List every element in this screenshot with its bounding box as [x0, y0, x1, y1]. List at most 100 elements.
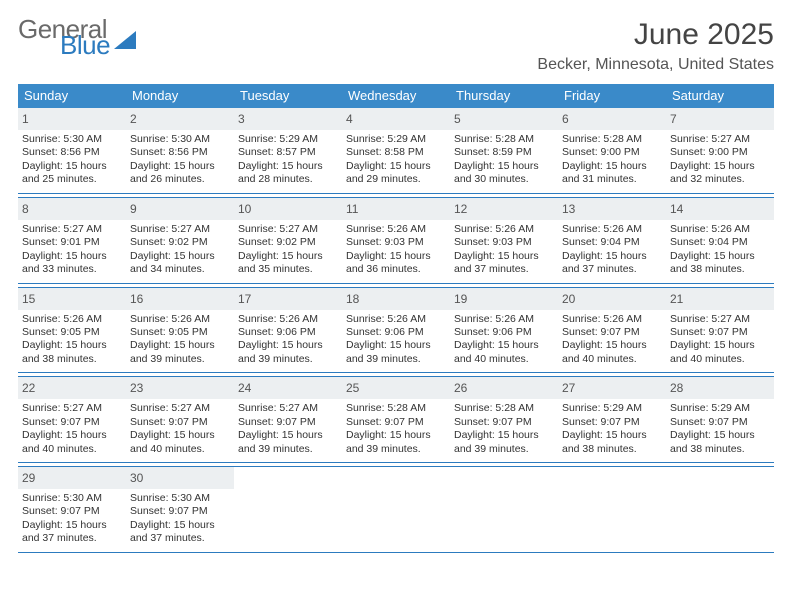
sunrise-text: Sunrise: 5:27 AM: [130, 223, 230, 236]
day-number: 19: [454, 292, 467, 306]
day-number-bar: 18: [342, 288, 450, 310]
day-info: Sunrise: 5:27 AMSunset: 9:07 PMDaylight:…: [22, 402, 122, 456]
daylight-text: Daylight: 15 hours: [454, 160, 554, 173]
day-number-bar: 20: [558, 288, 666, 310]
sunset-text: Sunset: 9:07 PM: [22, 505, 122, 518]
sunrise-text: Sunrise: 5:27 AM: [22, 223, 122, 236]
day-cell: 25 Sunrise: 5:28 AMSunset: 9:07 PMDayligh…: [342, 377, 450, 462]
day-number: 6: [562, 112, 569, 126]
sunset-text: Sunset: 9:00 PM: [562, 146, 662, 159]
day-info: Sunrise: 5:29 AMSunset: 9:07 PMDaylight:…: [670, 402, 770, 456]
sunset-text: Sunset: 9:05 PM: [22, 326, 122, 339]
daylight-text: and 28 minutes.: [238, 173, 338, 186]
daylight-text: Daylight: 15 hours: [346, 160, 446, 173]
page-title: June 2025: [537, 18, 774, 52]
sunset-text: Sunset: 9:06 PM: [238, 326, 338, 339]
daylight-text: and 39 minutes.: [238, 443, 338, 456]
sunset-text: Sunset: 9:06 PM: [346, 326, 446, 339]
day-number: 4: [346, 112, 353, 126]
day-header: Wednesday: [342, 84, 450, 108]
day-info: Sunrise: 5:30 AMSunset: 8:56 PMDaylight:…: [22, 133, 122, 187]
day-header: Friday: [558, 84, 666, 108]
day-number-bar: 28: [666, 377, 774, 399]
daylight-text: Daylight: 15 hours: [562, 339, 662, 352]
day-cell: 8Sunrise: 5:27 AMSunset: 9:01 PMDaylight…: [18, 198, 126, 283]
day-number: 26: [454, 381, 467, 395]
daylight-text: Daylight: 15 hours: [670, 339, 770, 352]
day-info: Sunrise: 5:27 AMSunset: 9:07 PMDaylight:…: [238, 402, 338, 456]
day-cell: 20 Sunrise: 5:26 AMSunset: 9:07 PMDayligh…: [558, 288, 666, 373]
day-number-bar: 26: [450, 377, 558, 399]
empty-cell: [234, 467, 342, 552]
sunset-text: Sunset: 9:07 PM: [238, 416, 338, 429]
sunrise-text: Sunrise: 5:29 AM: [346, 133, 446, 146]
daylight-text: Daylight: 15 hours: [130, 250, 230, 263]
empty-cell: [450, 467, 558, 552]
daylight-text: and 38 minutes.: [562, 443, 662, 456]
sunset-text: Sunset: 9:02 PM: [130, 236, 230, 249]
day-number: 25: [346, 381, 359, 395]
sunset-text: Sunset: 9:07 PM: [22, 416, 122, 429]
sunset-text: Sunset: 9:06 PM: [454, 326, 554, 339]
day-cell: 14Sunrise: 5:26 AMSunset: 9:04 PMDayligh…: [666, 198, 774, 283]
day-cell: 23Sunrise: 5:27 AMSunset: 9:07 PMDayligh…: [126, 377, 234, 462]
sunrise-text: Sunrise: 5:27 AM: [670, 133, 770, 146]
day-number-bar: 12: [450, 198, 558, 220]
daylight-text: Daylight: 15 hours: [130, 160, 230, 173]
sunrise-text: Sunrise: 5:30 AM: [130, 492, 230, 505]
day-cell: 26 Sunrise: 5:28 AMSunset: 9:07 PMDayligh…: [450, 377, 558, 462]
sunrise-text: Sunrise: 5:26 AM: [346, 223, 446, 236]
sunrise-text: Sunrise: 5:27 AM: [22, 402, 122, 415]
sunset-text: Sunset: 9:07 PM: [670, 416, 770, 429]
sunset-text: Sunset: 8:56 PM: [130, 146, 230, 159]
day-number: 30: [130, 471, 143, 485]
sunrise-text: Sunrise: 5:27 AM: [670, 313, 770, 326]
day-cell: 12Sunrise: 5:26 AMSunset: 9:03 PMDayligh…: [450, 198, 558, 283]
day-number-bar: 4: [342, 108, 450, 130]
day-number: 3: [238, 112, 245, 126]
daylight-text: and 26 minutes.: [130, 173, 230, 186]
day-number: 14: [670, 202, 683, 216]
day-info: Sunrise: 5:28 AMSunset: 9:07 PMDaylight:…: [346, 402, 446, 456]
daylight-text: and 37 minutes.: [562, 263, 662, 276]
sunset-text: Sunset: 9:07 PM: [562, 416, 662, 429]
brand-logo: General Blue: [18, 18, 136, 56]
week-row: 8Sunrise: 5:27 AMSunset: 9:01 PMDaylight…: [18, 197, 774, 284]
sunrise-text: Sunrise: 5:30 AM: [22, 492, 122, 505]
day-number: 15: [22, 292, 35, 306]
day-number: 23: [130, 381, 143, 395]
daylight-text: and 37 minutes.: [22, 532, 122, 545]
daylight-text: Daylight: 15 hours: [22, 429, 122, 442]
week-row: 22Sunrise: 5:27 AMSunset: 9:07 PMDayligh…: [18, 376, 774, 463]
day-number-bar: 27: [558, 377, 666, 399]
day-info: Sunrise: 5:26 AMSunset: 9:07 PMDaylight:…: [562, 313, 662, 367]
day-header-row: SundayMondayTuesdayWednesdayThursdayFrid…: [18, 84, 774, 108]
day-number: 22: [22, 381, 35, 395]
sunrise-text: Sunrise: 5:30 AM: [130, 133, 230, 146]
day-info: Sunrise: 5:26 AMSunset: 9:04 PMDaylight:…: [562, 223, 662, 277]
day-info: Sunrise: 5:29 AMSunset: 8:58 PMDaylight:…: [346, 133, 446, 187]
sunrise-text: Sunrise: 5:29 AM: [562, 402, 662, 415]
day-number: 21: [670, 292, 683, 306]
day-number-bar: 23: [126, 377, 234, 399]
sunrise-text: Sunrise: 5:26 AM: [238, 313, 338, 326]
daylight-text: Daylight: 15 hours: [562, 250, 662, 263]
daylight-text: and 40 minutes.: [454, 353, 554, 366]
day-cell: 3Sunrise: 5:29 AMSunset: 8:57 PMDaylight…: [234, 108, 342, 193]
day-number-bar: 29: [18, 467, 126, 489]
day-number: 28: [670, 381, 683, 395]
sunset-text: Sunset: 9:04 PM: [562, 236, 662, 249]
day-number-bar: 30: [126, 467, 234, 489]
daylight-text: Daylight: 15 hours: [346, 429, 446, 442]
day-number-bar: 9: [126, 198, 234, 220]
day-number: 12: [454, 202, 467, 216]
daylight-text: and 29 minutes.: [346, 173, 446, 186]
day-cell: 29Sunrise: 5:30 AMSunset: 9:07 PMDayligh…: [18, 467, 126, 552]
day-header: Monday: [126, 84, 234, 108]
daylight-text: and 37 minutes.: [454, 263, 554, 276]
day-cell: 2Sunrise: 5:30 AMSunset: 8:56 PMDaylight…: [126, 108, 234, 193]
day-header: Saturday: [666, 84, 774, 108]
day-info: Sunrise: 5:28 AMSunset: 9:07 PMDaylight:…: [454, 402, 554, 456]
day-number: 27: [562, 381, 575, 395]
sunset-text: Sunset: 9:03 PM: [454, 236, 554, 249]
